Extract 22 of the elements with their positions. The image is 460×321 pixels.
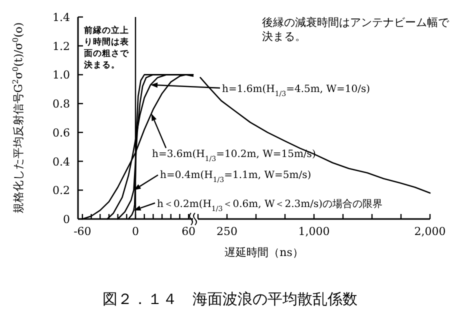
- y-tick-label: 0.8: [52, 98, 70, 111]
- y-tick-label: 0.6: [52, 126, 70, 140]
- y-tick-label: 1.2: [52, 40, 70, 53]
- annotation: 後縁の減衰時間はアンテナビーム幅で決まる。: [262, 16, 450, 43]
- x-tick-label: 250: [216, 225, 238, 238]
- annotation: 前縁の立上り時間は表面の粗さで決まる。: [83, 25, 130, 70]
- x-tick-label: 1,000: [298, 225, 330, 238]
- x-axis-title: 遅延時間（ns）: [224, 246, 304, 259]
- y-tick-label: 0.4: [52, 155, 70, 168]
- text: 図２．１４ 海面波浪の平均散乱係数: [102, 290, 358, 308]
- annotation: h=3.6m(H$_{1/3}$=10.2m, W=15m/s): [152, 149, 316, 163]
- x-tick-label: -60: [74, 225, 92, 238]
- y-tick-label: 1.0: [52, 68, 70, 82]
- x-tick-label: 0: [132, 225, 139, 238]
- y-tick-label: 1.4: [52, 11, 70, 24]
- annotation: h=0.4m(H$_{1/3}$=1.1m, W=5m/s): [160, 170, 312, 184]
- annotation: h=1.6m(H$_{1/3}$=4.5m, W=10/s): [222, 84, 370, 98]
- y-tick-label: 0.2: [52, 184, 70, 198]
- annotation: h＜0.2m(H$_{1/3}$＜0.6m, W＜2.3m/s)の場合の限界: [157, 198, 383, 213]
- y-tick-label: 0: [63, 213, 70, 226]
- x-tick-label: 2,000: [414, 225, 446, 238]
- x-tick-label: 60: [182, 225, 196, 238]
